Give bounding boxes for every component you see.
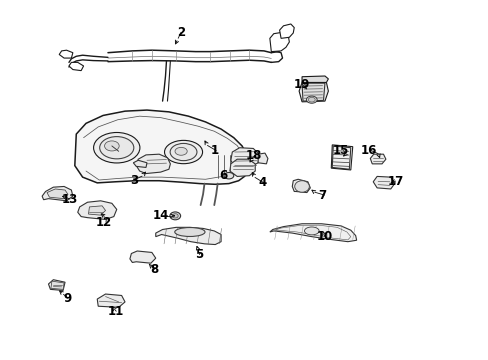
Ellipse shape (175, 147, 187, 155)
Polygon shape (97, 294, 125, 307)
Polygon shape (279, 24, 294, 39)
Ellipse shape (93, 132, 140, 163)
Ellipse shape (174, 228, 204, 237)
Polygon shape (51, 281, 64, 289)
Ellipse shape (172, 214, 178, 218)
Polygon shape (136, 154, 170, 174)
Polygon shape (258, 153, 267, 164)
Ellipse shape (104, 141, 119, 151)
Text: 11: 11 (108, 305, 124, 318)
Ellipse shape (308, 97, 315, 102)
Text: 9: 9 (64, 292, 72, 305)
Polygon shape (88, 206, 105, 215)
Polygon shape (302, 83, 325, 101)
Polygon shape (133, 160, 147, 167)
Text: 17: 17 (387, 175, 403, 188)
Polygon shape (156, 227, 221, 244)
Text: 5: 5 (195, 248, 203, 261)
Text: 8: 8 (150, 263, 158, 276)
Text: 14: 14 (152, 210, 168, 222)
Text: 12: 12 (96, 216, 112, 229)
Text: 2: 2 (177, 26, 185, 39)
Polygon shape (47, 189, 68, 199)
Polygon shape (331, 146, 350, 169)
Text: 19: 19 (293, 78, 309, 91)
Polygon shape (229, 159, 255, 176)
Polygon shape (59, 50, 73, 58)
Ellipse shape (224, 172, 233, 179)
Polygon shape (130, 251, 156, 263)
Polygon shape (42, 186, 73, 201)
Polygon shape (230, 148, 259, 169)
Text: 1: 1 (210, 144, 218, 157)
Text: 7: 7 (318, 189, 326, 202)
Polygon shape (292, 179, 310, 193)
Ellipse shape (100, 136, 134, 159)
Text: 10: 10 (316, 230, 332, 243)
Text: 13: 13 (61, 193, 78, 206)
Ellipse shape (164, 140, 202, 164)
Ellipse shape (306, 96, 317, 103)
Polygon shape (372, 176, 394, 189)
Ellipse shape (294, 181, 309, 192)
Ellipse shape (169, 212, 180, 220)
Polygon shape (69, 62, 83, 71)
Polygon shape (369, 154, 385, 164)
Polygon shape (302, 76, 328, 82)
Text: 6: 6 (219, 169, 227, 182)
Polygon shape (78, 201, 117, 220)
Text: 16: 16 (360, 144, 376, 157)
Text: 4: 4 (258, 176, 266, 189)
Text: 15: 15 (332, 144, 348, 157)
Polygon shape (299, 82, 328, 102)
Ellipse shape (304, 227, 319, 235)
Text: 3: 3 (130, 174, 138, 187)
Polygon shape (269, 224, 356, 242)
Polygon shape (75, 110, 250, 184)
Polygon shape (269, 32, 289, 51)
Ellipse shape (170, 143, 197, 161)
Polygon shape (48, 280, 65, 291)
Text: 18: 18 (245, 149, 262, 162)
